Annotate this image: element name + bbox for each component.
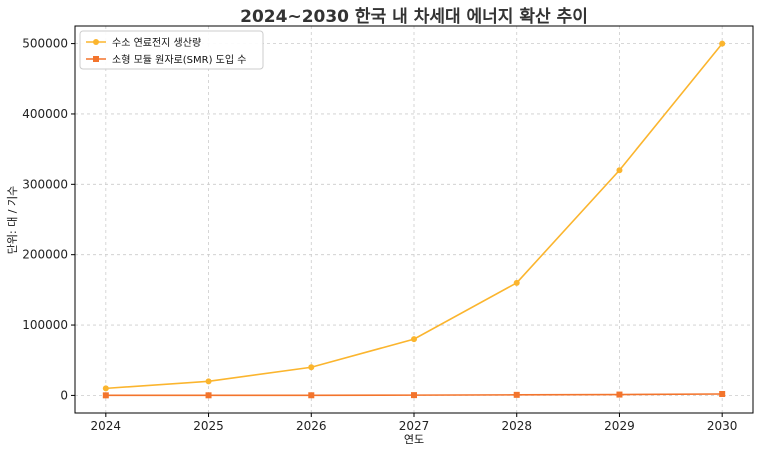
legend-box [79, 30, 264, 70]
data-point-square [616, 391, 623, 398]
legend-marker-smr [93, 56, 99, 62]
data-point-square [411, 392, 417, 399]
y-tick-label: 400000 [22, 107, 68, 121]
y-tick-label: 300000 [22, 177, 68, 191]
data-point-circle [308, 364, 315, 371]
y-tick-label: 0 [60, 388, 68, 402]
legend-label-smr: 소형 모듈 원자로(SMR) 도입 수 [112, 53, 246, 66]
data-point-square [102, 392, 109, 399]
legend-item-smr: 소형 모듈 원자로(SMR) 도입 수 [86, 53, 246, 66]
data-point-circle [102, 385, 109, 392]
x-tick-label: 2025 [193, 419, 224, 433]
y-tick-label: 100000 [22, 318, 68, 332]
y-tick-label: 200000 [22, 248, 68, 262]
data-point-square [205, 392, 212, 399]
legend-marker-hydrogen [93, 39, 99, 45]
data-point-square [308, 392, 315, 399]
series-lines [102, 40, 726, 399]
x-tick-label: 2026 [296, 419, 327, 433]
legend-label-hydrogen: 수소 연료전지 생산량 [112, 37, 201, 49]
x-tick-label: 2024 [91, 419, 122, 433]
data-point-circle [719, 40, 726, 47]
y-tick-label: 500000 [22, 37, 68, 51]
x-tick-label: 2027 [399, 419, 430, 433]
x-tick-label: 2029 [604, 419, 635, 433]
chart-title: 2024~2030 한국 내 차세대 에너지 확산 추이 [240, 7, 588, 27]
legend-item-hydrogen: 수소 연료전지 생산량 [86, 37, 201, 49]
data-point-circle [616, 167, 623, 174]
x-axis-title: 연도 [404, 433, 424, 446]
data-point-square [513, 391, 520, 398]
x-tick-label: 2028 [501, 419, 532, 433]
data-point-circle [411, 336, 417, 343]
data-point-square [719, 391, 726, 398]
data-point-circle [513, 279, 520, 286]
grid [75, 26, 753, 413]
y-axis-title: 단위: 대 / 기수 [6, 186, 19, 255]
data-point-circle [205, 378, 212, 385]
x-tick-label: 2030 [707, 419, 738, 433]
axis-ticks: 2024 2025 2026 2027 2028 2029 2030 0 100000 20000… [22, 37, 737, 433]
legend: 수소 연료전지 생산량 소형 모듈 원자로(SMR) 도입 수 [79, 30, 264, 70]
